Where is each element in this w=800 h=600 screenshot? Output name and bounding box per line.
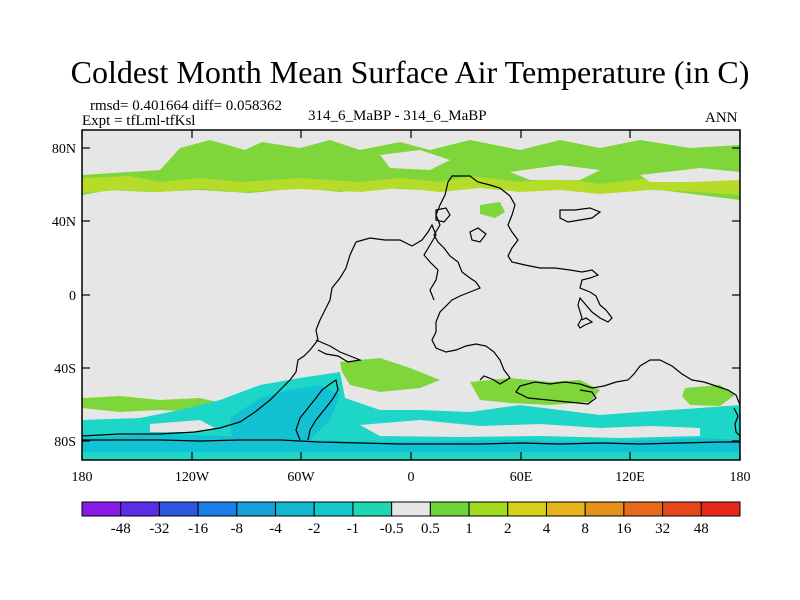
colorbar-label: 16	[616, 521, 632, 537]
x-tick-label: 120E	[615, 470, 645, 485]
x-tick-label: 180	[730, 470, 751, 485]
colorbar-label: 8	[581, 521, 589, 537]
chart-title: Coldest Month Mean Surface Air Temperatu…	[70, 54, 750, 90]
colorbar-label: -8	[231, 521, 244, 537]
period-label: 314_6_MaBP - 314_6_MaBP	[308, 108, 487, 124]
colorbar-label: -4	[269, 521, 282, 537]
colorbar-swatch	[545, 501, 586, 517]
coastlines	[81, 175, 741, 445]
y-tick-label: 40N	[52, 215, 76, 230]
y-tick-label: 0	[69, 289, 76, 304]
colorbar-label: -1	[347, 521, 360, 537]
y-tick-label: 80N	[52, 142, 76, 157]
colorbar-label: 4	[543, 521, 551, 537]
x-tick-label: 180	[72, 470, 93, 485]
colorbar-swatch	[391, 501, 431, 517]
season-label: ANN	[705, 110, 738, 126]
colorbar-swatch	[158, 501, 199, 517]
colorbar-swatch	[700, 501, 741, 517]
colorbar-label: 1	[465, 521, 473, 537]
colorbar-swatch	[584, 501, 625, 517]
cold-anomaly-south-strong	[82, 385, 740, 452]
colorbar-swatch	[352, 501, 393, 517]
warm-anomaly-south	[82, 358, 735, 412]
x-tick-label: 120W	[175, 470, 210, 485]
colorbar-label: -16	[188, 521, 208, 537]
colorbar-swatch	[236, 501, 277, 517]
rmsd-diff-label: rmsd= 0.401664 diff= 0.058362	[90, 98, 283, 114]
x-tick-label: 0	[408, 470, 415, 485]
colorbar-label: 2	[504, 521, 512, 537]
colorbar-label: 32	[655, 521, 670, 537]
colorbar-swatch	[313, 501, 354, 517]
colorbar-swatch	[468, 501, 509, 517]
colorbar-label: -2	[308, 521, 321, 537]
colorbar-swatch	[662, 501, 702, 517]
neutral-patches-south	[150, 420, 700, 438]
colorbar-swatch	[623, 501, 664, 517]
colorbar-label: 48	[694, 521, 709, 537]
colorbar-label: -0.5	[380, 521, 404, 537]
y-axis-ticks: 80N 40N 0 40S 80S	[52, 142, 740, 450]
y-tick-label: 80S	[54, 435, 76, 450]
x-tick-label: 60E	[510, 470, 533, 485]
colorbar-label: 0.5	[421, 521, 440, 537]
warm-anomaly-north-strong	[82, 176, 740, 195]
colorbar-swatch	[120, 501, 160, 517]
colorbar-label: -48	[111, 521, 131, 537]
colorbar-swatch	[507, 501, 547, 517]
colorbar	[81, 501, 741, 517]
x-tick-label: 60W	[287, 470, 315, 485]
colorbar-label: -32	[149, 521, 169, 537]
colorbar-swatch	[429, 501, 470, 517]
neutral-patches-north	[82, 148, 740, 182]
colorbar-swatch	[275, 501, 315, 517]
colorbar-swatch	[81, 501, 122, 517]
experiment-label: Expt = tfLml-tfKsl	[82, 113, 196, 129]
colorbar-swatch	[197, 501, 238, 517]
x-axis-ticks: 180 120W 60W 0 60E 120E 180	[72, 130, 751, 485]
y-tick-label: 40S	[54, 362, 76, 377]
colorbar-labels: -48 -32 -16 -8 -4 -2 -1 -0.5 0.5 1 2 4 8 16 32 48	[111, 521, 709, 537]
